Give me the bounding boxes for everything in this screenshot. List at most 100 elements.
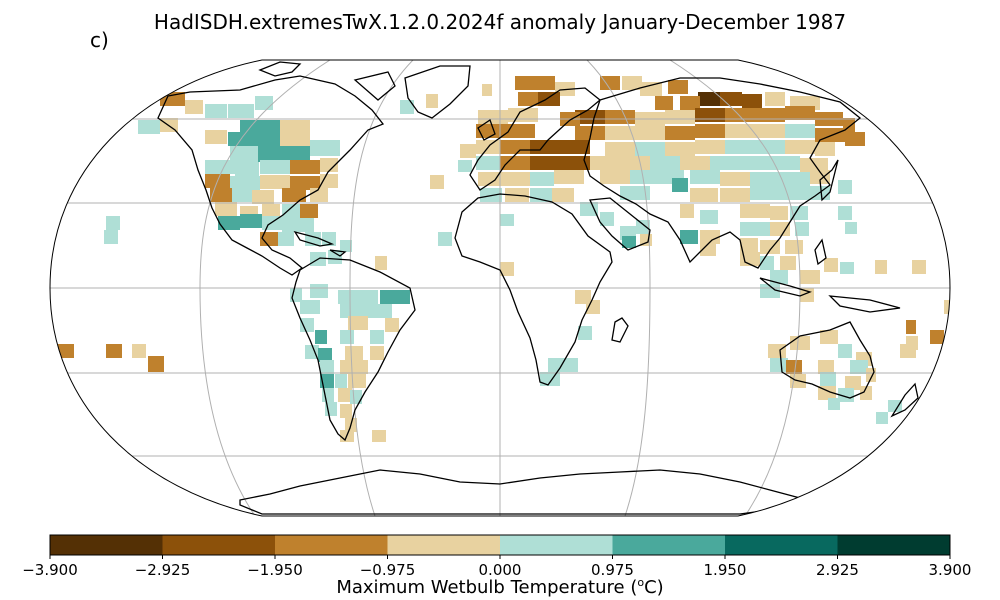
anomaly-cell <box>740 222 770 236</box>
colorbar-swatch <box>500 535 613 555</box>
anomaly-cell <box>322 232 336 246</box>
anomaly-cell <box>590 156 620 170</box>
colorbar-swatch <box>837 535 951 555</box>
anomaly-cell <box>635 126 665 140</box>
anomaly-cell <box>695 108 725 122</box>
anomaly-cell <box>800 158 828 172</box>
globe-outline <box>49 59 951 517</box>
colorbar-swatch <box>162 535 276 555</box>
anomaly-cell <box>548 358 578 372</box>
anomaly-cell <box>530 140 560 154</box>
anomaly-cell <box>636 220 650 234</box>
anomaly-cell <box>780 256 796 270</box>
anomaly-cell <box>230 176 260 190</box>
anomaly-cell <box>138 120 160 134</box>
anomaly-cell <box>860 386 872 400</box>
anomaly-cell <box>385 318 399 332</box>
anomaly-cell <box>785 140 815 154</box>
colorbar-tick-label: 0.000 <box>479 561 522 579</box>
anomaly-cell <box>695 124 725 138</box>
anomaly-cell <box>575 126 605 140</box>
anomaly-cell <box>340 404 352 418</box>
anomaly-cell <box>478 172 502 186</box>
anomaly-cell <box>106 344 122 358</box>
anomaly-cell <box>300 204 318 218</box>
anomaly-cell <box>912 260 926 274</box>
colorbar-label-end: C) <box>644 577 664 598</box>
anomaly-cell <box>786 360 802 374</box>
anomaly-cell <box>790 336 810 350</box>
anomaly-cell <box>335 374 347 388</box>
anomaly-cell <box>300 218 314 232</box>
anomaly-cell <box>845 376 861 390</box>
anomaly-cell <box>815 142 835 156</box>
anomaly-cell <box>580 202 598 216</box>
anomaly-cell <box>755 124 785 138</box>
anomaly-cell <box>695 140 725 154</box>
graticule <box>50 60 950 516</box>
anomaly-cell <box>600 76 620 90</box>
anomaly-cell <box>780 172 810 186</box>
anomaly-cell <box>210 188 232 202</box>
anomaly-cell <box>944 300 950 314</box>
anomaly-cell <box>340 330 354 344</box>
coastlines <box>157 61 919 515</box>
anomaly-cell <box>672 178 688 192</box>
anomaly-cell <box>205 104 227 118</box>
anomaly-cell <box>260 160 290 174</box>
anomaly-cell <box>838 344 852 358</box>
anomaly-cell <box>240 120 280 134</box>
anomaly-cell <box>680 156 710 170</box>
anomaly-cell <box>770 358 788 372</box>
anomaly-cell <box>515 76 535 90</box>
anomaly-cell <box>554 170 584 184</box>
panel-label: c) <box>90 28 109 52</box>
anomaly-cell <box>690 170 720 184</box>
anomaly-cell <box>845 132 865 146</box>
anomaly-cell <box>400 100 414 114</box>
anomaly-cell <box>700 244 716 256</box>
anomaly-cell <box>620 156 650 170</box>
anomaly-cell <box>600 170 630 184</box>
anomaly-cell <box>106 216 120 230</box>
anomaly-cell <box>720 172 750 186</box>
anomaly-cell <box>755 140 785 154</box>
anomaly-cell <box>635 142 665 156</box>
anomaly-cell <box>824 258 838 272</box>
anomaly-cell <box>310 140 340 156</box>
anomaly-cell <box>345 346 363 360</box>
anomaly-cell <box>650 156 680 170</box>
anomaly-cell <box>780 186 810 200</box>
anomaly-cell <box>700 210 718 224</box>
anomaly-cell <box>505 124 535 138</box>
anomaly-cell <box>560 140 590 154</box>
anomaly-cell <box>310 188 328 202</box>
anomaly-cell <box>500 156 530 170</box>
anomaly-cell <box>205 160 235 174</box>
anomaly-cell <box>148 356 164 372</box>
anomaly-cell <box>605 126 635 140</box>
colorbar-swatch <box>725 535 838 555</box>
anomaly-cell <box>318 348 332 362</box>
anomaly-cell <box>698 92 720 106</box>
anomaly-cell <box>260 175 290 189</box>
anomaly-cell <box>290 160 320 174</box>
colorbar-tick-label: −2.925 <box>135 561 191 579</box>
anomaly-cell <box>500 262 514 276</box>
anomaly-cell <box>370 346 384 360</box>
anomaly-cell <box>800 270 820 284</box>
colorbar-tick-label: 1.950 <box>704 561 747 579</box>
anomaly-cell <box>665 142 695 156</box>
anomaly-cell <box>690 188 718 202</box>
anomaly-cell <box>818 360 834 374</box>
anomaly-cell <box>320 360 334 374</box>
anomaly-cell <box>578 326 592 340</box>
anomaly-cell <box>725 140 755 154</box>
colorbar-tick-label: 0.975 <box>591 561 634 579</box>
anomaly-cell <box>586 300 600 314</box>
colorbar-label-text: Maximum Wetbulb Temperature ( <box>336 577 638 598</box>
anomaly-cell <box>530 172 554 186</box>
anomaly-cell <box>478 110 508 124</box>
anomaly-cell <box>720 188 750 202</box>
colorbar-tick-label: −1.950 <box>247 561 303 579</box>
